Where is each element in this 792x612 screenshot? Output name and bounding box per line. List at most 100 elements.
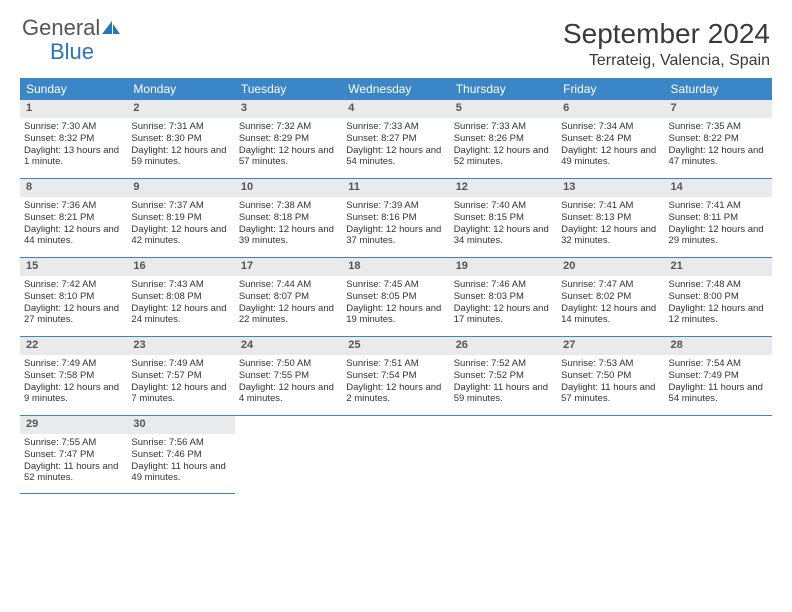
daylight-text: Daylight: 12 hours and 49 minutes. bbox=[561, 145, 660, 169]
day-header: Wednesday bbox=[342, 78, 449, 100]
day-number: 11 bbox=[342, 179, 449, 197]
daylight-text: Daylight: 12 hours and 12 minutes. bbox=[669, 303, 768, 327]
day-number: 20 bbox=[557, 258, 664, 276]
daylight-text: Daylight: 12 hours and 9 minutes. bbox=[24, 382, 123, 406]
cell-body: Sunrise: 7:47 AMSunset: 8:02 PMDaylight:… bbox=[557, 276, 664, 331]
day-number: 5 bbox=[450, 100, 557, 118]
day-header-row: SundayMondayTuesdayWednesdayThursdayFrid… bbox=[20, 78, 772, 100]
daylight-text: Daylight: 12 hours and 7 minutes. bbox=[131, 382, 230, 406]
day-number: 13 bbox=[557, 179, 664, 197]
day-number: 14 bbox=[665, 179, 772, 197]
cell-body: Sunrise: 7:39 AMSunset: 8:16 PMDaylight:… bbox=[342, 197, 449, 252]
cell-body: Sunrise: 7:41 AMSunset: 8:13 PMDaylight:… bbox=[557, 197, 664, 252]
day-number: 23 bbox=[127, 337, 234, 355]
cell-body: Sunrise: 7:33 AMSunset: 8:26 PMDaylight:… bbox=[450, 118, 557, 173]
sunrise-text: Sunrise: 7:50 AM bbox=[239, 358, 338, 370]
sunset-text: Sunset: 8:18 PM bbox=[239, 212, 338, 224]
cell-body: Sunrise: 7:46 AMSunset: 8:03 PMDaylight:… bbox=[450, 276, 557, 331]
day-number: 21 bbox=[665, 258, 772, 276]
week-row: 29Sunrise: 7:55 AMSunset: 7:47 PMDayligh… bbox=[20, 416, 772, 494]
sunrise-text: Sunrise: 7:49 AM bbox=[131, 358, 230, 370]
daylight-text: Daylight: 12 hours and 27 minutes. bbox=[24, 303, 123, 327]
sunrise-text: Sunrise: 7:37 AM bbox=[131, 200, 230, 212]
calendar-cell: 10Sunrise: 7:38 AMSunset: 8:18 PMDayligh… bbox=[235, 179, 342, 257]
sunrise-text: Sunrise: 7:39 AM bbox=[346, 200, 445, 212]
calendar-cell: 4Sunrise: 7:33 AMSunset: 8:27 PMDaylight… bbox=[342, 100, 449, 178]
sunrise-text: Sunrise: 7:51 AM bbox=[346, 358, 445, 370]
calendar-cell: 28Sunrise: 7:54 AMSunset: 7:49 PMDayligh… bbox=[665, 337, 772, 415]
daylight-text: Daylight: 12 hours and 29 minutes. bbox=[669, 224, 768, 248]
daylight-text: Daylight: 12 hours and 54 minutes. bbox=[346, 145, 445, 169]
sunrise-text: Sunrise: 7:36 AM bbox=[24, 200, 123, 212]
day-number: 27 bbox=[557, 337, 664, 355]
calendar-cell: 5Sunrise: 7:33 AMSunset: 8:26 PMDaylight… bbox=[450, 100, 557, 178]
day-number: 19 bbox=[450, 258, 557, 276]
daylight-text: Daylight: 12 hours and 42 minutes. bbox=[131, 224, 230, 248]
cell-body: Sunrise: 7:38 AMSunset: 8:18 PMDaylight:… bbox=[235, 197, 342, 252]
calendar-cell: 20Sunrise: 7:47 AMSunset: 8:02 PMDayligh… bbox=[557, 258, 664, 336]
day-header: Monday bbox=[127, 78, 234, 100]
cell-body: Sunrise: 7:45 AMSunset: 8:05 PMDaylight:… bbox=[342, 276, 449, 331]
day-number: 6 bbox=[557, 100, 664, 118]
daylight-text: Daylight: 12 hours and 47 minutes. bbox=[669, 145, 768, 169]
calendar-cell: 29Sunrise: 7:55 AMSunset: 7:47 PMDayligh… bbox=[20, 416, 127, 494]
calendar-cell: 3Sunrise: 7:32 AMSunset: 8:29 PMDaylight… bbox=[235, 100, 342, 178]
cell-body: Sunrise: 7:30 AMSunset: 8:32 PMDaylight:… bbox=[20, 118, 127, 173]
calendar-cell: 30Sunrise: 7:56 AMSunset: 7:46 PMDayligh… bbox=[127, 416, 234, 494]
cell-body: Sunrise: 7:54 AMSunset: 7:49 PMDaylight:… bbox=[665, 355, 772, 410]
cell-body: Sunrise: 7:56 AMSunset: 7:46 PMDaylight:… bbox=[127, 434, 234, 489]
daylight-text: Daylight: 12 hours and 4 minutes. bbox=[239, 382, 338, 406]
calendar-cell: 2Sunrise: 7:31 AMSunset: 8:30 PMDaylight… bbox=[127, 100, 234, 178]
calendar-cell: 1Sunrise: 7:30 AMSunset: 8:32 PMDaylight… bbox=[20, 100, 127, 178]
week-row: 22Sunrise: 7:49 AMSunset: 7:58 PMDayligh… bbox=[20, 337, 772, 416]
daylight-text: Daylight: 11 hours and 49 minutes. bbox=[131, 461, 230, 485]
cell-body: Sunrise: 7:40 AMSunset: 8:15 PMDaylight:… bbox=[450, 197, 557, 252]
sunset-text: Sunset: 8:16 PM bbox=[346, 212, 445, 224]
sunrise-text: Sunrise: 7:34 AM bbox=[561, 121, 660, 133]
sunset-text: Sunset: 8:00 PM bbox=[669, 291, 768, 303]
sunrise-text: Sunrise: 7:46 AM bbox=[454, 279, 553, 291]
sunset-text: Sunset: 7:55 PM bbox=[239, 370, 338, 382]
cell-body: Sunrise: 7:33 AMSunset: 8:27 PMDaylight:… bbox=[342, 118, 449, 173]
day-number: 18 bbox=[342, 258, 449, 276]
sunset-text: Sunset: 8:13 PM bbox=[561, 212, 660, 224]
day-number: 12 bbox=[450, 179, 557, 197]
daylight-text: Daylight: 12 hours and 44 minutes. bbox=[24, 224, 123, 248]
day-number: 30 bbox=[127, 416, 234, 434]
sunset-text: Sunset: 7:47 PM bbox=[24, 449, 123, 461]
calendar-cell bbox=[235, 416, 342, 494]
logo-sail-icon bbox=[100, 19, 122, 42]
sunset-text: Sunset: 7:54 PM bbox=[346, 370, 445, 382]
sunset-text: Sunset: 8:24 PM bbox=[561, 133, 660, 145]
sunset-text: Sunset: 8:05 PM bbox=[346, 291, 445, 303]
day-number: 15 bbox=[20, 258, 127, 276]
cell-body: Sunrise: 7:52 AMSunset: 7:52 PMDaylight:… bbox=[450, 355, 557, 410]
week-row: 1Sunrise: 7:30 AMSunset: 8:32 PMDaylight… bbox=[20, 100, 772, 179]
daylight-text: Daylight: 12 hours and 59 minutes. bbox=[131, 145, 230, 169]
calendar-cell bbox=[450, 416, 557, 494]
sunset-text: Sunset: 8:30 PM bbox=[131, 133, 230, 145]
calendar-cell bbox=[342, 416, 449, 494]
calendar-cell: 7Sunrise: 7:35 AMSunset: 8:22 PMDaylight… bbox=[665, 100, 772, 178]
logo-text-blue: Blue bbox=[22, 39, 94, 64]
daylight-text: Daylight: 11 hours and 59 minutes. bbox=[454, 382, 553, 406]
header: General Blue September 2024 Terrateig, V… bbox=[0, 0, 792, 78]
cell-body: Sunrise: 7:49 AMSunset: 7:57 PMDaylight:… bbox=[127, 355, 234, 410]
day-number: 29 bbox=[20, 416, 127, 434]
day-number: 3 bbox=[235, 100, 342, 118]
daylight-text: Daylight: 11 hours and 54 minutes. bbox=[669, 382, 768, 406]
day-header: Saturday bbox=[665, 78, 772, 100]
sunrise-text: Sunrise: 7:42 AM bbox=[24, 279, 123, 291]
sunset-text: Sunset: 8:27 PM bbox=[346, 133, 445, 145]
cell-body: Sunrise: 7:49 AMSunset: 7:58 PMDaylight:… bbox=[20, 355, 127, 410]
daylight-text: Daylight: 12 hours and 2 minutes. bbox=[346, 382, 445, 406]
day-number: 24 bbox=[235, 337, 342, 355]
cell-body: Sunrise: 7:34 AMSunset: 8:24 PMDaylight:… bbox=[557, 118, 664, 173]
sunrise-text: Sunrise: 7:54 AM bbox=[669, 358, 768, 370]
page-title: September 2024 bbox=[563, 18, 770, 50]
day-number: 10 bbox=[235, 179, 342, 197]
sunrise-text: Sunrise: 7:49 AM bbox=[24, 358, 123, 370]
calendar-cell: 21Sunrise: 7:48 AMSunset: 8:00 PMDayligh… bbox=[665, 258, 772, 336]
calendar-cell: 17Sunrise: 7:44 AMSunset: 8:07 PMDayligh… bbox=[235, 258, 342, 336]
sunset-text: Sunset: 8:32 PM bbox=[24, 133, 123, 145]
